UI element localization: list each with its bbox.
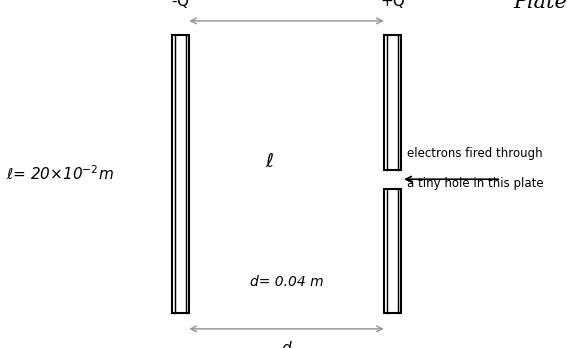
Bar	[384, 35, 401, 170]
Text: $\ell$= 20$\times$10$^{-2}$m: $\ell$= 20$\times$10$^{-2}$m	[6, 165, 113, 183]
Text: $\ell$: $\ell$	[265, 152, 274, 171]
Text: d= 0.04 m: d= 0.04 m	[250, 275, 323, 289]
Bar	[384, 189, 401, 313]
Bar	[172, 35, 189, 313]
Text: d: d	[282, 341, 291, 348]
Text: electrons fired through: electrons fired through	[407, 147, 543, 160]
Text: Plate: Plate	[513, 0, 567, 12]
Text: -Q: -Q	[171, 0, 190, 9]
Text: a tiny hole in this plate: a tiny hole in this plate	[407, 177, 543, 190]
Text: +Q: +Q	[380, 0, 405, 9]
